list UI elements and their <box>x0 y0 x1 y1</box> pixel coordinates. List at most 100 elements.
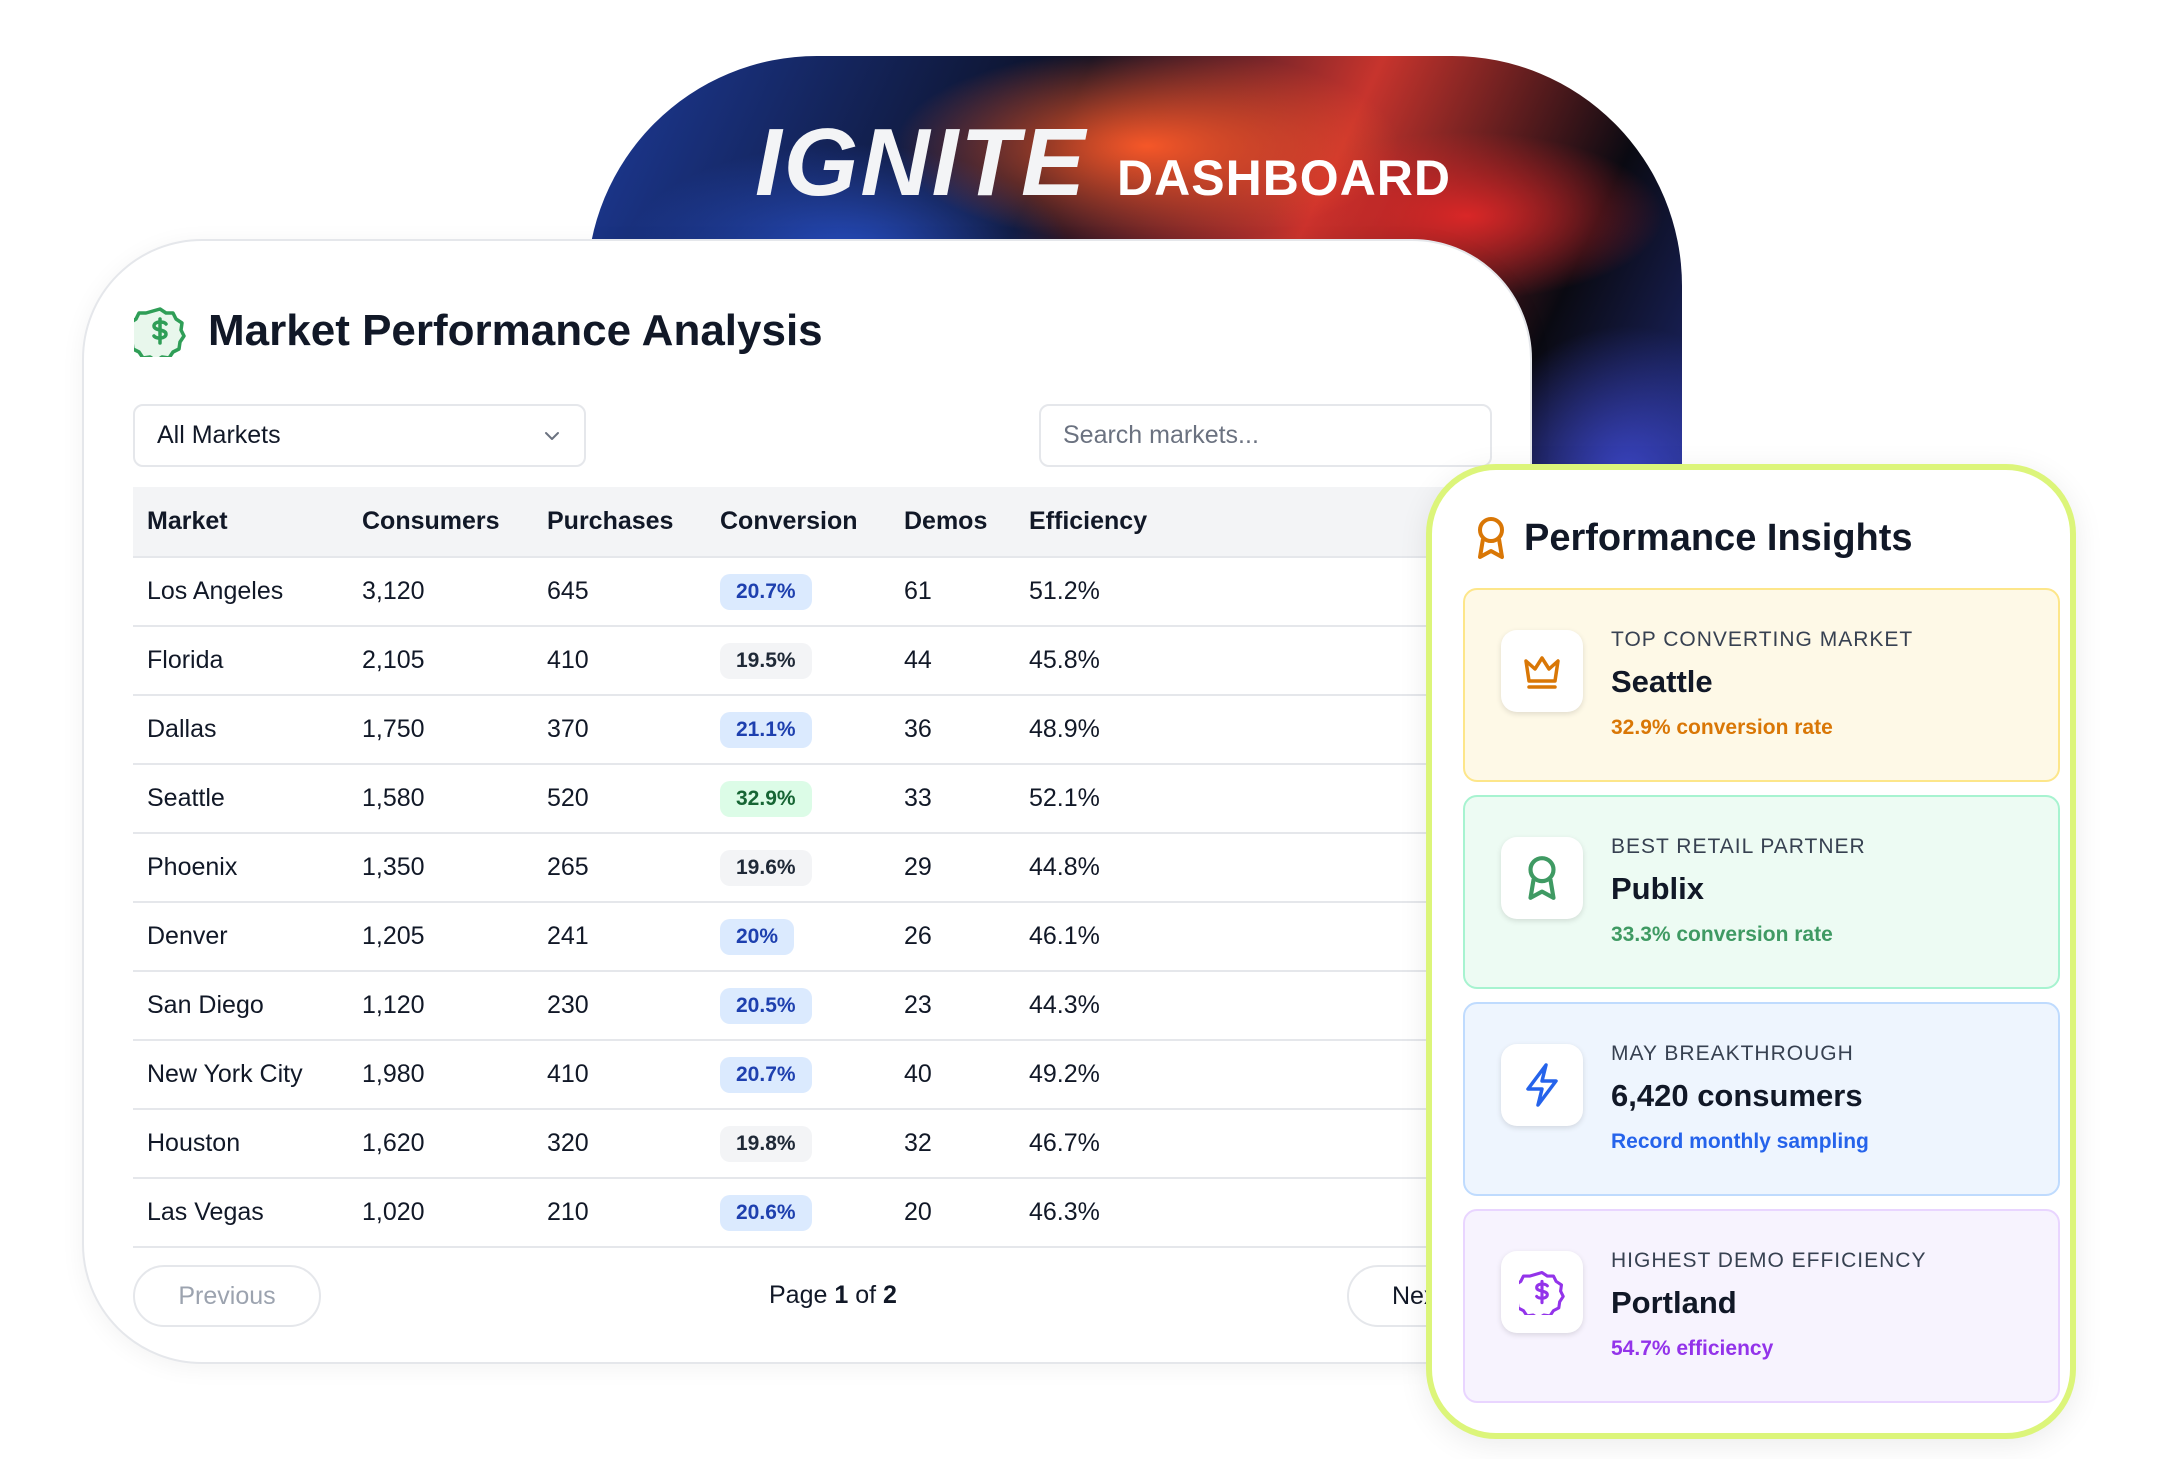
insight-label: MAY BREAKTHROUGH <box>1611 1042 1854 1065</box>
table-header-row: Market Consumers Purchases Conversion De… <box>133 487 1530 558</box>
column-header-purchases[interactable]: Purchases <box>533 487 706 558</box>
insight-subtext: 33.3% conversion rate <box>1611 923 1833 946</box>
insight-icon-container <box>1501 1251 1583 1333</box>
table-row[interactable]: Florida 2,105 410 19.5% 44 45.8% <box>133 626 1530 696</box>
page-indicator: Page 1 of 2 <box>769 1281 897 1310</box>
conversion-badge: 32.9% <box>720 780 812 817</box>
previous-page-button[interactable]: Previous <box>133 1265 321 1327</box>
cell-market: San Diego <box>133 971 348 1041</box>
cell-market: Houston <box>133 1109 348 1179</box>
lightning-icon <box>1526 1063 1558 1107</box>
conversion-badge: 20.7% <box>720 1056 812 1093</box>
cell-demos: 61 <box>890 557 1015 627</box>
cell-consumers: 1,350 <box>348 833 533 903</box>
insight-label: HIGHEST DEMO EFFICIENCY <box>1611 1249 1927 1272</box>
cell-consumers: 2,105 <box>348 626 533 696</box>
dollar-badge-icon <box>134 307 186 357</box>
cell-consumers: 1,620 <box>348 1109 533 1179</box>
cell-conversion: 20.7% <box>706 557 890 627</box>
performance-insights-panel: Performance Insights TOP CONVERTING MARK… <box>1426 464 2076 1439</box>
cell-consumers: 1,750 <box>348 695 533 765</box>
of-word: of <box>855 1281 877 1309</box>
insight-value: 6,420 consumers <box>1611 1078 1863 1113</box>
insight-value: Seattle <box>1611 664 1713 699</box>
cell-conversion: 21.1% <box>706 695 890 765</box>
conversion-badge: 20% <box>720 918 795 955</box>
cell-conversion: 19.5% <box>706 626 890 696</box>
table-row[interactable]: Seattle 1,580 520 32.9% 33 52.1% <box>133 764 1530 834</box>
dollar-badge-icon <box>1519 1270 1565 1315</box>
cell-consumers: 1,580 <box>348 764 533 834</box>
total-pages: 2 <box>883 1281 897 1309</box>
cell-purchases: 230 <box>533 971 706 1041</box>
cell-market: New York City <box>133 1040 348 1110</box>
insight-card-retail-partner[interactable]: BEST RETAIL PARTNER Publix 33.3% convers… <box>1463 795 2060 989</box>
cell-demos: 29 <box>890 833 1015 903</box>
insight-label: TOP CONVERTING MARKET <box>1611 628 1914 651</box>
insight-icon-container <box>1501 837 1583 919</box>
table-row[interactable]: Phoenix 1,350 265 19.6% 29 44.8% <box>133 833 1530 903</box>
cell-purchases: 241 <box>533 902 706 972</box>
table-row[interactable]: Denver 1,205 241 20% 26 46.1% <box>133 902 1530 972</box>
cell-conversion: 32.9% <box>706 764 890 834</box>
column-header-demos[interactable]: Demos <box>890 487 1015 558</box>
market-filter-select[interactable]: All Markets <box>133 404 586 467</box>
table-row[interactable]: Las Vegas 1,020 210 20.6% 20 46.3% <box>133 1178 1530 1248</box>
cell-market: Denver <box>133 902 348 972</box>
table-body: Los Angeles 3,120 645 20.7% 61 51.2% Florida 2,… <box>133 557 1530 1248</box>
cell-purchases: 520 <box>533 764 706 834</box>
cell-conversion: 20% <box>706 902 890 972</box>
conversion-badge: 19.6% <box>720 849 812 886</box>
award-icon <box>1478 517 1504 559</box>
cell-demos: 44 <box>890 626 1015 696</box>
insight-value: Publix <box>1611 871 1705 906</box>
cell-market: Dallas <box>133 695 348 765</box>
cell-market: Los Angeles <box>133 557 348 627</box>
cell-consumers: 1,205 <box>348 902 533 972</box>
insight-subtext: 54.7% efficiency <box>1611 1337 1774 1360</box>
cell-conversion: 20.5% <box>706 971 890 1041</box>
insight-card-top-converting[interactable]: TOP CONVERTING MARKET Seattle 32.9% conv… <box>1463 588 2060 782</box>
column-header-conversion[interactable]: Conversion <box>706 487 890 558</box>
chevron-down-icon <box>545 431 559 440</box>
insights-title: Performance Insights <box>1524 516 1913 559</box>
insight-icon-container <box>1501 1044 1583 1126</box>
cell-purchases: 410 <box>533 1040 706 1110</box>
conversion-badge: 20.7% <box>720 573 812 610</box>
insights-header: Performance Insights <box>1472 515 1913 561</box>
column-header-consumers[interactable]: Consumers <box>348 487 533 558</box>
insight-label: BEST RETAIL PARTNER <box>1611 835 1866 858</box>
conversion-badge: 20.5% <box>720 987 812 1024</box>
cell-demos: 40 <box>890 1040 1015 1110</box>
column-header-market[interactable]: Market <box>133 487 348 558</box>
table-row[interactable]: Los Angeles 3,120 645 20.7% 61 51.2% <box>133 557 1530 627</box>
cell-purchases: 645 <box>533 557 706 627</box>
brand-logo: IGNITE DASHBOARD <box>755 108 1452 216</box>
table-row[interactable]: New York City 1,980 410 20.7% 40 49.2% <box>133 1040 1530 1110</box>
insight-subtext: Record monthly sampling <box>1611 1130 1869 1153</box>
cell-demos: 20 <box>890 1178 1015 1248</box>
insight-card-breakthrough[interactable]: MAY BREAKTHROUGH 6,420 consumers Record … <box>1463 1002 2060 1196</box>
conversion-badge: 19.5% <box>720 642 812 679</box>
cell-demos: 32 <box>890 1109 1015 1179</box>
insight-subtext: 32.9% conversion rate <box>1611 716 1833 739</box>
cell-purchases: 370 <box>533 695 706 765</box>
insight-value: Portland <box>1611 1285 1737 1320</box>
cell-purchases: 320 <box>533 1109 706 1179</box>
cell-demos: 23 <box>890 971 1015 1041</box>
brand-subtitle: DASHBOARD <box>1117 150 1452 206</box>
cell-market: Seattle <box>133 764 348 834</box>
brand-name: IGNITE <box>755 109 1088 216</box>
cell-consumers: 1,020 <box>348 1178 533 1248</box>
search-input[interactable] <box>1039 404 1492 467</box>
table-row[interactable]: Dallas 1,750 370 21.1% 36 48.9% <box>133 695 1530 765</box>
cell-demos: 26 <box>890 902 1015 972</box>
page-word: Page <box>769 1281 828 1309</box>
cell-conversion: 20.6% <box>706 1178 890 1248</box>
cell-purchases: 410 <box>533 626 706 696</box>
table-row[interactable]: Houston 1,620 320 19.8% 32 46.7% <box>133 1109 1530 1179</box>
cell-purchases: 265 <box>533 833 706 903</box>
page-title: Market Performance Analysis <box>208 306 823 355</box>
table-row[interactable]: San Diego 1,120 230 20.5% 23 44.3% <box>133 971 1530 1041</box>
insight-card-demo-efficiency[interactable]: HIGHEST DEMO EFFICIENCY Portland 54.7% e… <box>1463 1209 2060 1403</box>
